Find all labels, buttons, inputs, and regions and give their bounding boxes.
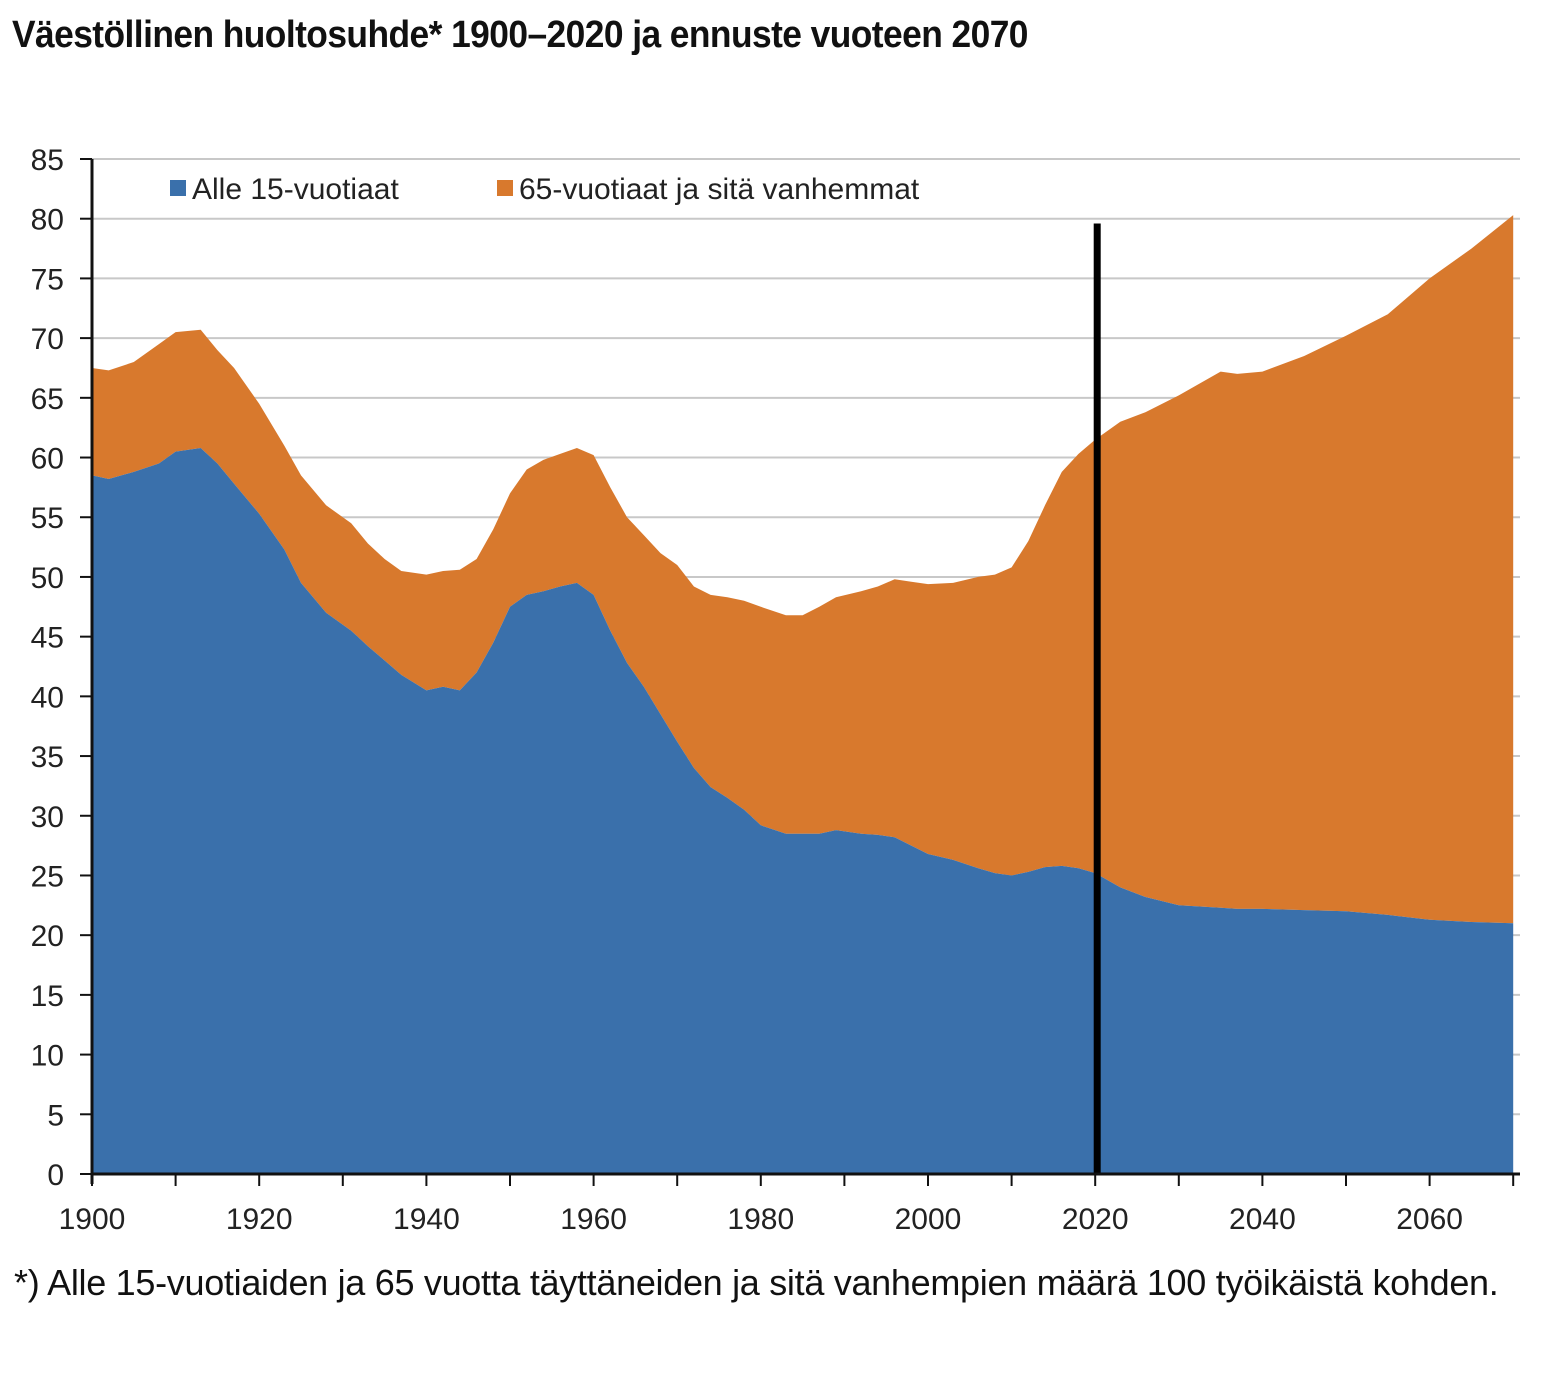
x-tick-label: 1980 <box>727 1203 794 1236</box>
x-tick-label: 1920 <box>226 1203 293 1236</box>
x-tick-label: 2040 <box>1229 1203 1296 1236</box>
y-tick-label: 10 <box>31 1040 64 1073</box>
axes: 0 5 10 15 20 25 30 35 40 45 50 55 60 65 70 75 80 85 1900 19… <box>31 144 1520 1236</box>
chart: 0 5 10 15 20 25 30 35 40 45 50 55 60 65 70 75 80 85 1900 19… <box>31 144 1520 1236</box>
y-tick-label: 40 <box>31 681 64 714</box>
stacked-areas <box>92 215 1514 1174</box>
chart-title: Väestöllinen huoltosuhde* 1900–2020 ja e… <box>12 14 1028 56</box>
area-under15 <box>92 448 1514 1174</box>
y-tick-label: 80 <box>31 204 64 237</box>
y-tick-label: 0 <box>47 1159 64 1192</box>
legend-swatch-over65 <box>497 180 513 196</box>
y-tick-label: 60 <box>31 443 64 476</box>
legend-label-under15: Alle 15-vuotiaat <box>192 173 399 206</box>
y-tick-label: 45 <box>31 622 64 655</box>
legend-label-over65: 65-vuotiaat ja sitä vanhemmat <box>519 173 920 206</box>
y-tick-label: 15 <box>31 980 64 1013</box>
y-tick-label: 50 <box>31 562 64 595</box>
y-tick-label: 20 <box>31 920 64 953</box>
x-tick-label: 1960 <box>560 1203 627 1236</box>
x-tick-label: 2020 <box>1062 1203 1129 1236</box>
area-over65 <box>92 215 1514 924</box>
x-tick-label: 1940 <box>393 1203 460 1236</box>
x-tick-label: 2000 <box>895 1203 962 1236</box>
y-tick-label: 85 <box>31 144 64 177</box>
y-tick-label: 5 <box>47 1099 64 1132</box>
legend-swatch-under15 <box>170 180 186 196</box>
y-tick-label: 55 <box>31 502 64 535</box>
y-tick-label: 30 <box>31 801 64 834</box>
y-tick-label: 65 <box>31 383 64 416</box>
y-tick-label: 25 <box>31 860 64 893</box>
x-tick-label: 2060 <box>1396 1203 1463 1236</box>
x-tick-label: 1900 <box>59 1203 126 1236</box>
y-tick-label: 75 <box>31 263 64 296</box>
y-tick-label: 70 <box>31 323 64 356</box>
y-tick-label: 35 <box>31 741 64 774</box>
footnote: *) Alle 15-vuotiaiden ja 65 vuotta täytt… <box>14 1262 1499 1303</box>
legend: Alle 15-vuotiaat 65-vuotiaat ja sitä van… <box>170 173 920 206</box>
